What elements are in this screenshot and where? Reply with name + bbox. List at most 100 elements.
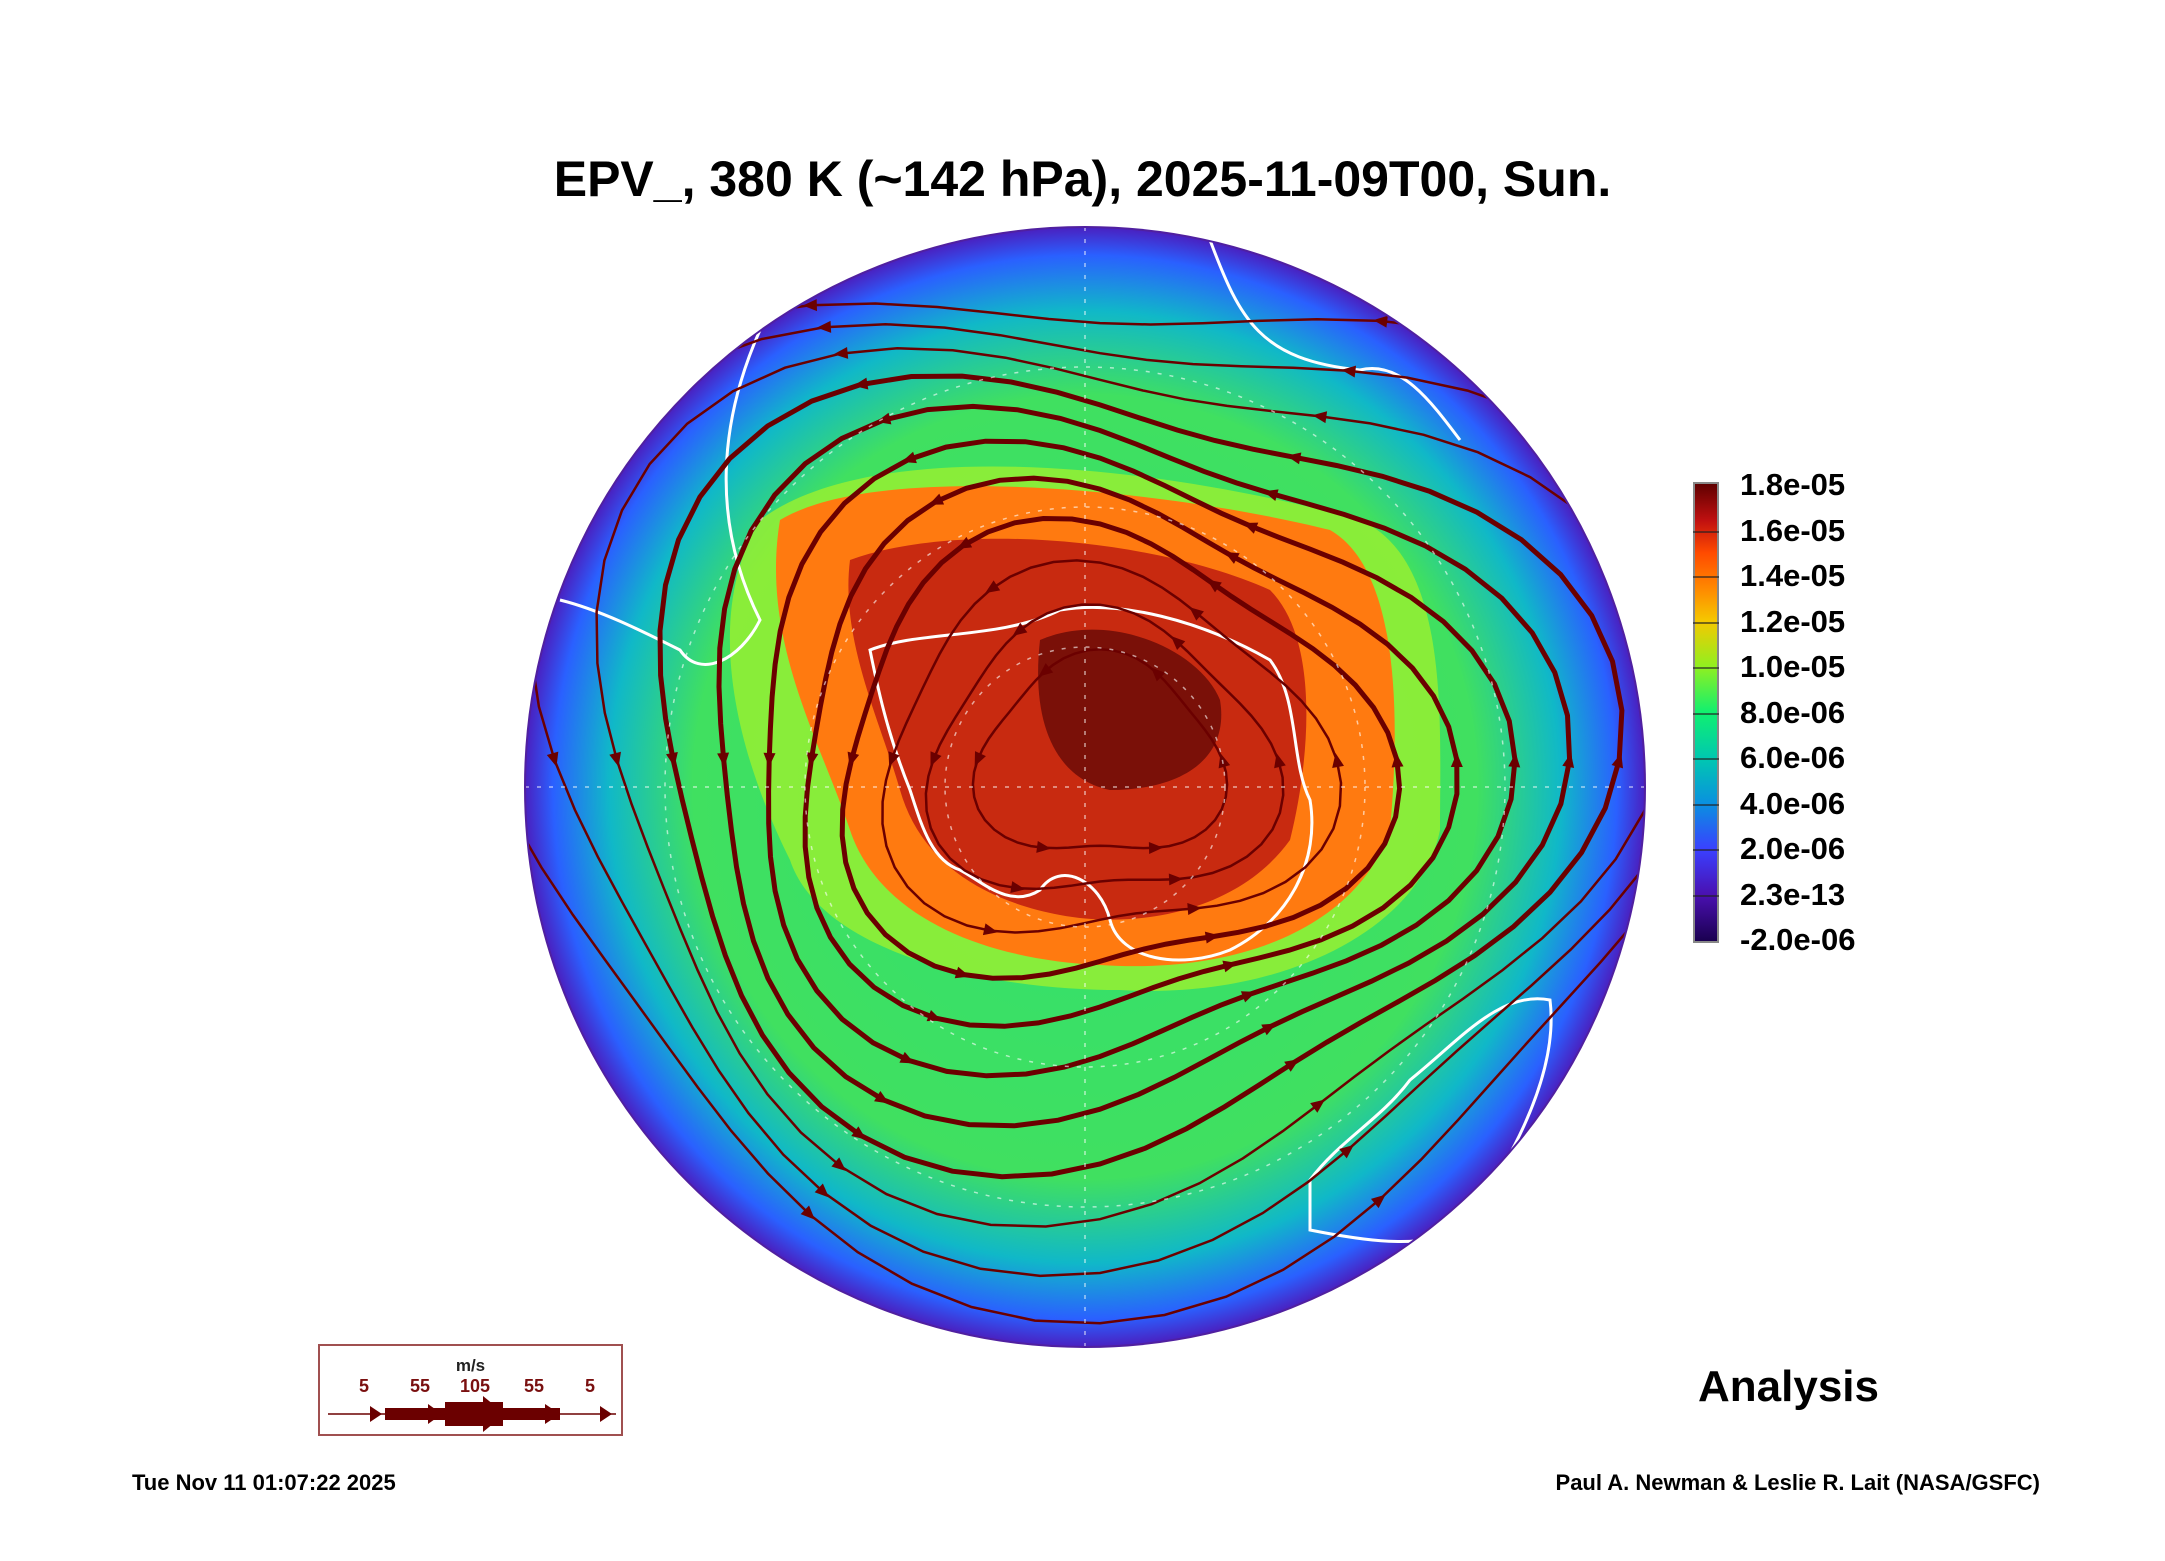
colorbar-tick-label: 1.6e-05 — [1740, 512, 1846, 548]
streamline-arrow — [930, 751, 942, 767]
wind-value: 105 — [459, 1376, 491, 1396]
wind-unit: m/s — [455, 1356, 486, 1375]
wind-arrow-scale — [328, 1396, 616, 1432]
streamline-arrow — [763, 752, 776, 767]
streamline-arrow — [1655, 751, 1671, 768]
streamline-arrow — [974, 751, 986, 767]
streamline-arrow — [1036, 840, 1051, 853]
colorbar-tick — [1693, 530, 1719, 533]
streamline-arrow — [1187, 903, 1202, 915]
colorbar-tick-label: 6.0e-06 — [1740, 740, 1846, 775]
streamline-arrow — [1240, 991, 1257, 1003]
streamline-arrow — [816, 320, 832, 333]
colorbar-tick-label: 8.0e-06 — [1740, 694, 1846, 730]
streamline-arrow — [1373, 315, 1388, 328]
streamline-arrow — [985, 580, 1001, 594]
streamline-arrow — [1151, 667, 1166, 682]
streamline-arrow — [800, 1205, 815, 1220]
streamline-arrow — [874, 1091, 890, 1104]
streamline-arrow — [479, 752, 494, 769]
analysis-label: Analysis — [1698, 1362, 1879, 1411]
streamline-arrow — [1218, 753, 1231, 769]
streamline-arrow — [982, 923, 998, 936]
wind-value: 5 — [584, 1376, 596, 1396]
streamline-arrow — [666, 752, 678, 767]
streamline-arrow — [876, 412, 892, 425]
colorbar-tick-label: 2.0e-06 — [1740, 831, 1846, 866]
streamline-arrow — [814, 1183, 829, 1198]
colorbar-tick — [1693, 667, 1719, 669]
south-america-coastline — [559, 329, 762, 666]
colorbar-tick — [1693, 758, 1719, 760]
streamline-arrow — [1341, 365, 1357, 378]
streamline-arrow — [1261, 1023, 1277, 1036]
streamline-arrow — [1224, 551, 1240, 564]
streamline-arrow — [1562, 753, 1575, 769]
colorbar-tick-label: 1.8e-05 — [1740, 467, 1846, 502]
streamline-arrow — [1611, 753, 1624, 769]
timestamp: Tue Nov 11 01:07:22 2025 — [132, 1470, 396, 1495]
credit: Paul A. Newman & Leslie R. Lait (NASA/GS… — [1555, 1470, 2040, 1495]
streamline-arrow — [899, 1051, 915, 1064]
streamline-arrow — [1310, 1099, 1325, 1113]
streamlines — [479, 299, 1671, 1325]
streamline-arrow — [546, 751, 559, 767]
colorbar-tick — [1693, 894, 1719, 897]
colorbar-tick-label: 4.0e-06 — [1740, 785, 1846, 821]
streamline-arrow — [1274, 753, 1286, 769]
streamline-arrow — [851, 1126, 867, 1140]
streamline-arrow — [1391, 753, 1404, 768]
chart-title: EPV_, 380 K (~142 hPa), 2025-11-09T00, S… — [553, 151, 1612, 207]
streamline-arrow — [1370, 1194, 1386, 1209]
streamline-arrow — [1012, 622, 1028, 636]
streamline-arrow — [1243, 522, 1259, 534]
streamline-arrow — [1339, 1144, 1354, 1159]
streamline-arrow — [1312, 411, 1328, 424]
streamline-arrow — [1189, 607, 1204, 621]
epv-vortex-center — [1038, 629, 1222, 790]
streamline-arrow — [609, 751, 621, 767]
streamline-arrow — [1508, 753, 1521, 768]
wind-speed-legend: m/s 5 55 105 55 5 — [318, 1344, 623, 1436]
streamline-arrow — [853, 377, 869, 390]
colorbar-tick-label: -2.0e-06 — [1740, 922, 1856, 957]
colorbar-tick-label: 1.2e-05 — [1740, 603, 1846, 639]
colorbar-tick-label: 2.3e-13 — [1740, 876, 1846, 912]
streamline-arrow — [1148, 841, 1164, 854]
streamline-arrow — [1168, 873, 1184, 886]
streamline-arrow — [1038, 663, 1054, 677]
colorbar-tick-label: 1.0e-05 — [1740, 649, 1846, 684]
wind-value: 55 — [409, 1376, 431, 1396]
streamline-arrow — [901, 451, 917, 464]
streamline-arrow — [1206, 579, 1222, 593]
streamline-arrow — [957, 536, 973, 549]
streamline-arrow — [1170, 636, 1186, 650]
colorbar-tick — [1693, 849, 1719, 851]
colorbar-tick — [1693, 712, 1719, 715]
streamline-arrow — [1450, 753, 1463, 768]
streamline-arrow — [926, 1009, 942, 1022]
streamline-arrow — [1222, 960, 1238, 973]
streamline-arrow — [1286, 452, 1302, 465]
streamline-arrow — [1284, 1059, 1300, 1072]
colorbar-tick — [1693, 576, 1719, 578]
streamline-arrow — [847, 751, 860, 767]
streamline-arrow — [717, 752, 730, 767]
colorbar-tick — [1693, 621, 1719, 624]
colorbar-tick-label: 1.4e-05 — [1740, 558, 1846, 593]
streamline-arrow — [888, 751, 900, 767]
streamline-arrow — [954, 966, 970, 979]
streamline-arrow — [1332, 753, 1344, 768]
wind-value: 5 — [358, 1376, 370, 1396]
streamline-arrow — [806, 752, 819, 767]
streamline-arrow — [1010, 881, 1026, 894]
streamline-arrow — [928, 493, 945, 505]
streamline-arrow — [802, 299, 818, 312]
colorbar-tick — [1693, 803, 1719, 806]
streamline-arrow — [831, 1157, 846, 1171]
africa-coastline — [1208, 239, 1462, 441]
lat-lon-grid — [525, 227, 1645, 1347]
streamline-arrow — [1204, 931, 1220, 944]
wind-value: 55 — [523, 1376, 545, 1396]
